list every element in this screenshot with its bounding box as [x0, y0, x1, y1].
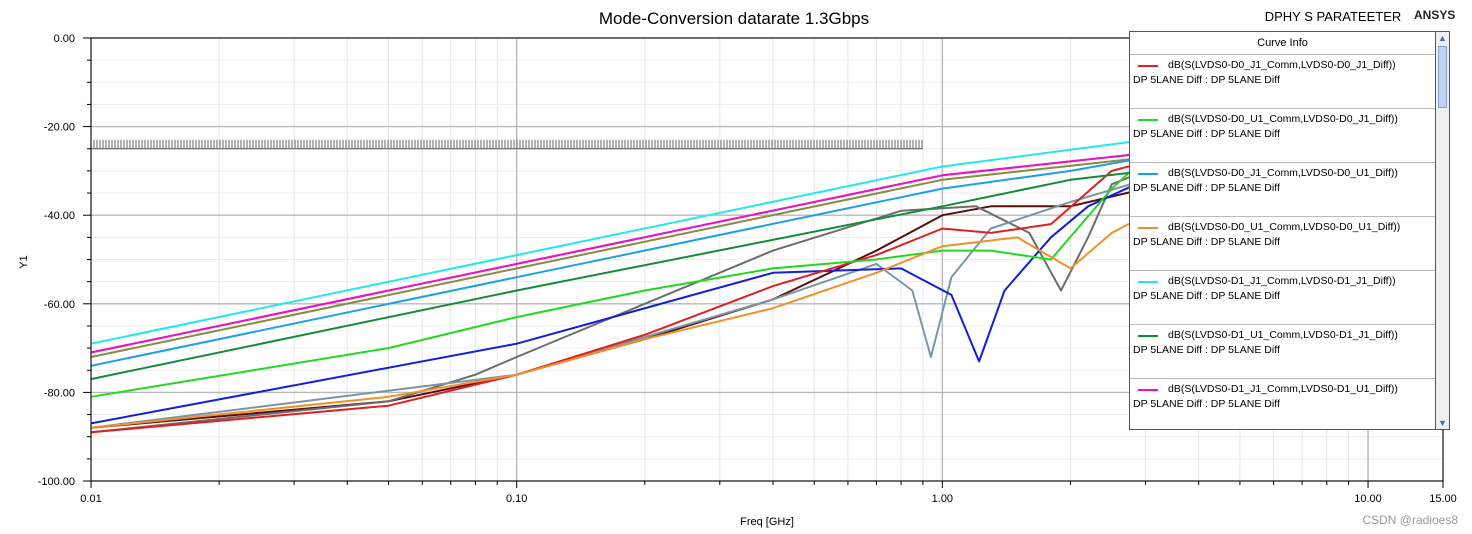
- legend-label: dB(S(LVDS0-D0_U1_Comm,LVDS0-D0_U1_Diff)): [1168, 221, 1401, 233]
- x-tick-label: 1.00: [932, 493, 953, 505]
- legend-sublabel: DP 5LANE Diff : DP 5LANE Diff: [1133, 290, 1280, 302]
- legend-entry[interactable]: dB(S(LVDS0-D1_U1_Comm,LVDS0-D1_J1_Diff))…: [1130, 325, 1435, 379]
- x-tick-label: 0.01: [80, 493, 101, 505]
- legend-swatch: [1138, 65, 1158, 67]
- legend-sublabel: DP 5LANE Diff : DP 5LANE Diff: [1133, 128, 1280, 140]
- axis-ticks: 0.00 -20.00 -40.00 -60.00 -80.00 -100.00 0.01 0…: [38, 33, 1457, 505]
- corner-title: DPHY S PARATEETER: [1265, 9, 1402, 24]
- x-tick-label: 15.00: [1429, 493, 1457, 505]
- scroll-up-icon[interactable]: ▲: [1438, 33, 1447, 43]
- y-tick-label: -80.00: [44, 387, 75, 399]
- series-line-5: [90, 169, 1146, 381]
- legend-swatch: [1138, 389, 1158, 391]
- legend-label: dB(S(LVDS0-D1_J1_Comm,LVDS0-D1_J1_Diff)): [1168, 275, 1396, 287]
- legend-label: dB(S(LVDS0-D0_U1_Comm,LVDS0-D0_J1_Diff)): [1168, 113, 1398, 125]
- legend-panel[interactable]: Curve Info dB(S(LVDS0-D0_J1_Comm,LVDS0-D…: [1129, 31, 1436, 430]
- series-group: [90, 138, 1147, 434]
- series-line-3: [90, 214, 1146, 429]
- legend-label: dB(S(LVDS0-D1_J1_Comm,LVDS0-D1_U1_Diff)): [1168, 383, 1398, 395]
- legend-label: dB(S(LVDS0-D1_U1_Comm,LVDS0-D1_J1_Diff)): [1168, 329, 1398, 341]
- legend-label: dB(S(LVDS0-D0_J1_Comm,LVDS0-D0_J1_Diff)): [1168, 59, 1396, 71]
- legend-label: dB(S(LVDS0-D0_J1_Comm,LVDS0-D0_U1_Diff)): [1168, 167, 1398, 179]
- legend-header: Curve Info: [1130, 32, 1435, 55]
- series-line-extra-2: [90, 178, 1146, 429]
- chart-title: Mode-Conversion datarate 1.3Gbps: [599, 9, 869, 28]
- series-line-4: [90, 138, 1146, 345]
- y-axis-label: Y1: [18, 255, 30, 268]
- legend-entry[interactable]: dB(S(LVDS0-D0_U1_Comm,LVDS0-D0_U1_Diff))…: [1130, 217, 1435, 271]
- y-tick-label: -40.00: [44, 210, 75, 222]
- series-line-2: [90, 156, 1146, 367]
- legend-sublabel: DP 5LANE Diff : DP 5LANE Diff: [1133, 74, 1280, 86]
- legend-swatch: [1138, 119, 1158, 121]
- series-line-0: [90, 161, 1146, 434]
- legend-entry[interactable]: dB(S(LVDS0-D0_J1_Comm,LVDS0-D0_J1_Diff))…: [1130, 55, 1435, 109]
- series-line-extra-3: [90, 178, 1146, 425]
- legend-entry[interactable]: dB(S(LVDS0-D1_J1_Comm,LVDS0-D1_J1_Diff))…: [1130, 271, 1435, 325]
- y-tick-label: -60.00: [44, 299, 75, 311]
- legend-swatch: [1138, 281, 1158, 283]
- legend-scrollbar[interactable]: ▲ ▼: [1436, 31, 1450, 430]
- y-tick-label: -100.00: [38, 476, 75, 488]
- series-line-extra-4: [90, 156, 1146, 358]
- legend-swatch: [1138, 335, 1158, 337]
- series-line-extra-1: [90, 169, 1146, 434]
- legend-entry[interactable]: dB(S(LVDS0-D0_J1_Comm,LVDS0-D0_U1_Diff))…: [1130, 163, 1435, 217]
- series-line-6: [90, 152, 1146, 354]
- legend-entry[interactable]: dB(S(LVDS0-D1_J1_Comm,LVDS0-D1_U1_Diff))…: [1130, 379, 1435, 429]
- series-line-1: [90, 156, 1147, 398]
- legend-swatch: [1138, 173, 1158, 175]
- x-axis-label: Freq [GHz]: [740, 516, 794, 528]
- x-tick-label: 10.00: [1354, 493, 1382, 505]
- legend-sublabel: DP 5LANE Diff : DP 5LANE Diff: [1133, 344, 1280, 356]
- legend-swatch: [1138, 227, 1158, 229]
- y-tick-label: 0.00: [54, 33, 75, 45]
- legend-entries: dB(S(LVDS0-D0_J1_Comm,LVDS0-D0_J1_Diff))…: [1130, 55, 1435, 429]
- brand-logo: ANSYS: [1414, 8, 1455, 22]
- frequency-mask: [90, 139, 923, 150]
- legend-sublabel: DP 5LANE Diff : DP 5LANE Diff: [1133, 236, 1280, 248]
- watermark: CSDN @radioes8: [1362, 513, 1458, 527]
- y-tick-label: -20.00: [44, 122, 75, 134]
- x-tick-label: 0.10: [506, 493, 527, 505]
- series-line-extra-0: [90, 187, 1146, 429]
- legend-sublabel: DP 5LANE Diff : DP 5LANE Diff: [1133, 182, 1280, 194]
- legend-sublabel: DP 5LANE Diff : DP 5LANE Diff: [1133, 398, 1280, 410]
- scroll-thumb[interactable]: [1438, 46, 1447, 108]
- scroll-down-icon[interactable]: ▼: [1438, 418, 1447, 428]
- legend-entry[interactable]: dB(S(LVDS0-D0_U1_Comm,LVDS0-D0_J1_Diff))…: [1130, 109, 1435, 163]
